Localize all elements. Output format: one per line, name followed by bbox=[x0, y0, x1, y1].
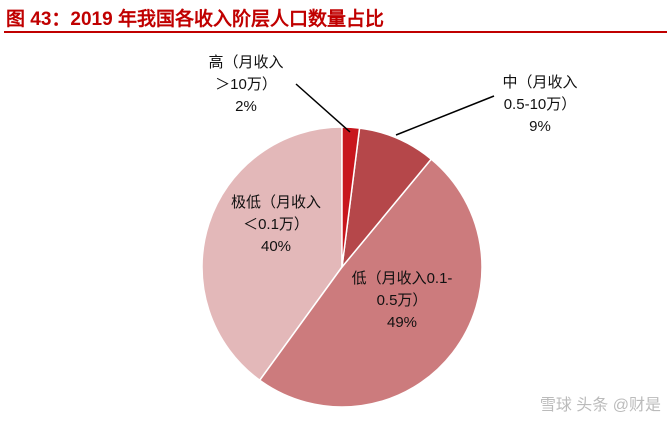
title-rule bbox=[4, 31, 667, 33]
pie-slice bbox=[341, 126, 361, 268]
pie-slice bbox=[201, 126, 343, 382]
value-label: 49% bbox=[386, 314, 418, 331]
category-label: 低（月收入0.1-0.5万） bbox=[351, 270, 453, 309]
category-label: 中（月收入0.5-10万） bbox=[502, 74, 578, 113]
chart-title: 图 43：2019 年我国各收入阶层人口数量占比 bbox=[6, 9, 384, 30]
slice-label: 中（月收入0.5-10万） 9% bbox=[494, 72, 586, 138]
slice-label: 高（月收入＞10万） 2% bbox=[204, 52, 288, 118]
slice-label: 低（月收入0.1-0.5万） 49% bbox=[350, 268, 454, 334]
category-label: 高（月收入＞10万） bbox=[208, 54, 284, 93]
leader-line bbox=[295, 83, 351, 133]
category-label: 极低（月收入＜0.1万） bbox=[230, 194, 321, 233]
leader-line bbox=[395, 95, 495, 136]
watermark: 雪球 头条 @财是 bbox=[539, 397, 661, 414]
value-label: 2% bbox=[235, 98, 257, 115]
value-label: 40% bbox=[260, 238, 292, 255]
pie-slice bbox=[340, 127, 433, 270]
slice-label: 极低（月收入＜0.1万） 40% bbox=[224, 192, 328, 258]
pie-slice bbox=[258, 158, 483, 408]
value-label: 9% bbox=[529, 118, 551, 135]
